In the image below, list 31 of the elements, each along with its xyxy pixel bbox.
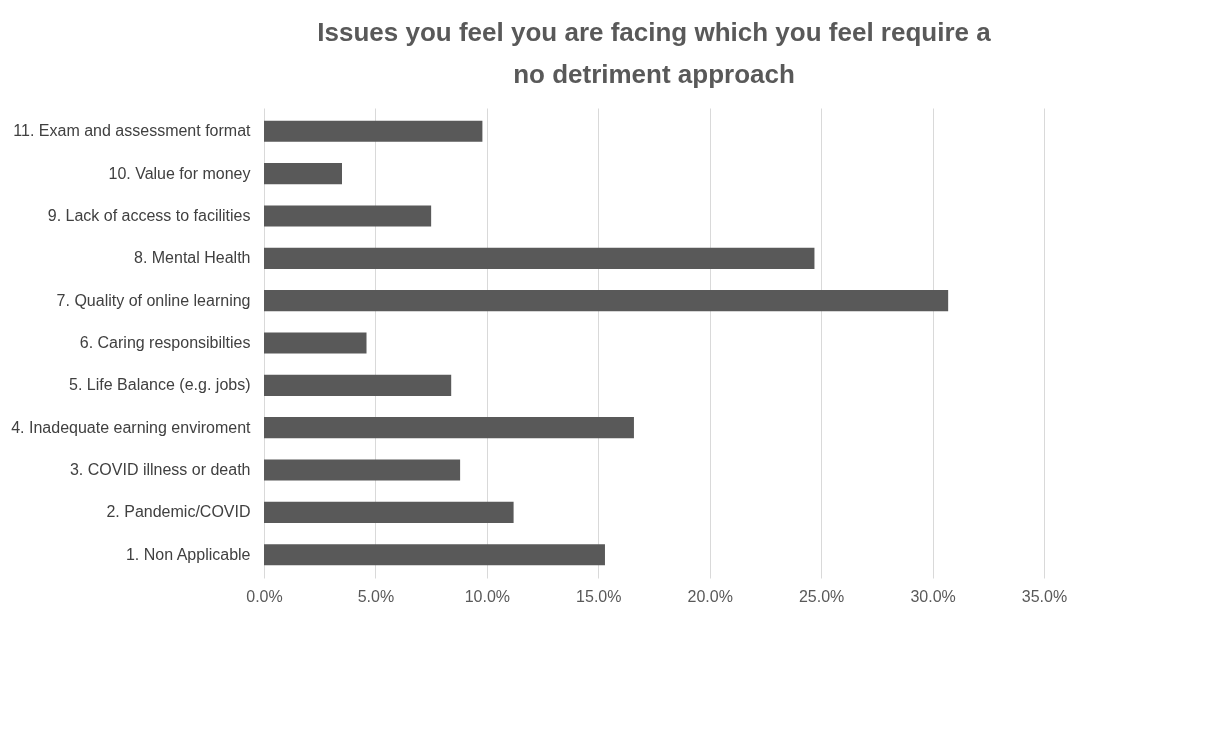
y-tick-label: 8. Mental Health xyxy=(133,249,251,267)
x-tick-label: 15.0% xyxy=(576,587,622,605)
x-tick-label: 25.0% xyxy=(798,587,845,605)
bar xyxy=(264,374,452,396)
y-tick-label: 3. COVID illness or death xyxy=(69,461,251,479)
y-tick-label: 5. Life Balance (e.g. jobs) xyxy=(69,376,251,394)
y-tick-label: 1. Non Applicable xyxy=(125,545,251,563)
bar xyxy=(264,501,514,523)
bar xyxy=(264,459,461,481)
bar xyxy=(264,332,367,354)
bar xyxy=(264,163,342,185)
x-tick-label: 20.0% xyxy=(687,587,733,605)
bar xyxy=(264,290,949,312)
bar xyxy=(264,205,432,227)
y-tick-label: 2. Pandemic/COVID xyxy=(106,503,251,521)
chart-title: Issues you feel you are facing which you feel require a no detriment approach xyxy=(317,17,992,89)
y-tick-label: 7. Quality of online learning xyxy=(56,291,251,309)
x-tick-label: 30.0% xyxy=(910,587,956,605)
x-tick-label: 5.0% xyxy=(357,587,395,605)
y-tick-label: 10. Value for money xyxy=(108,164,251,182)
y-tick-label: 4. Inadequate earning enviroment xyxy=(11,418,252,436)
y-tick-label: 9. Lack of access to facilities xyxy=(47,206,251,224)
y-tick-label: 6. Caring responsibilties xyxy=(79,334,251,351)
bar xyxy=(264,247,815,269)
bar xyxy=(264,120,483,142)
x-tick-label: 0.0% xyxy=(246,587,283,605)
bar xyxy=(264,417,634,439)
x-tick-label: 35.0% xyxy=(1021,587,1068,605)
bar xyxy=(264,544,605,566)
x-tick-label: 10.0% xyxy=(464,587,511,605)
y-tick-label: 11. Exam and assessment format xyxy=(13,122,252,140)
